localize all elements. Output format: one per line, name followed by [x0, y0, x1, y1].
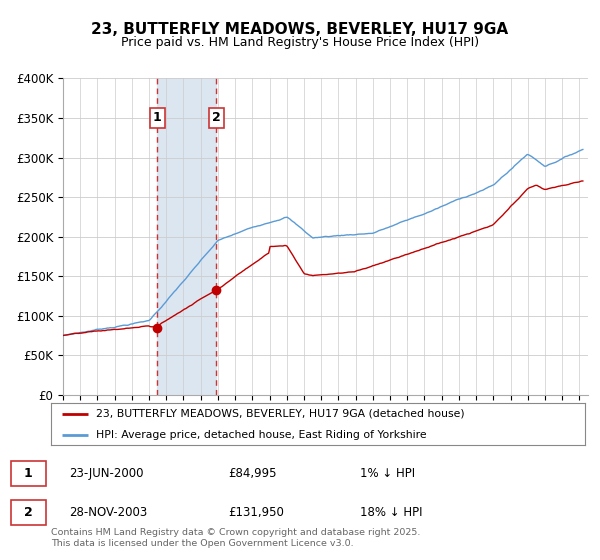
Text: 18% ↓ HPI: 18% ↓ HPI — [360, 506, 422, 519]
Text: 28-NOV-2003: 28-NOV-2003 — [69, 506, 147, 519]
Text: 1: 1 — [153, 111, 161, 124]
Text: Contains HM Land Registry data © Crown copyright and database right 2025.
This d: Contains HM Land Registry data © Crown c… — [51, 528, 421, 548]
Text: Price paid vs. HM Land Registry's House Price Index (HPI): Price paid vs. HM Land Registry's House … — [121, 36, 479, 49]
Text: 1% ↓ HPI: 1% ↓ HPI — [360, 466, 415, 480]
Text: £84,995: £84,995 — [228, 466, 277, 480]
Text: 1: 1 — [24, 466, 32, 480]
Text: 2: 2 — [24, 506, 32, 519]
Text: 23, BUTTERFLY MEADOWS, BEVERLEY, HU17 9GA: 23, BUTTERFLY MEADOWS, BEVERLEY, HU17 9G… — [91, 22, 509, 38]
Text: HPI: Average price, detached house, East Riding of Yorkshire: HPI: Average price, detached house, East… — [97, 430, 427, 440]
Text: £131,950: £131,950 — [228, 506, 284, 519]
Bar — [157, 78, 217, 395]
Text: 23-JUN-2000: 23-JUN-2000 — [69, 466, 143, 480]
Text: 2: 2 — [212, 111, 221, 124]
Text: 23, BUTTERFLY MEADOWS, BEVERLEY, HU17 9GA (detached house): 23, BUTTERFLY MEADOWS, BEVERLEY, HU17 9G… — [97, 409, 465, 419]
